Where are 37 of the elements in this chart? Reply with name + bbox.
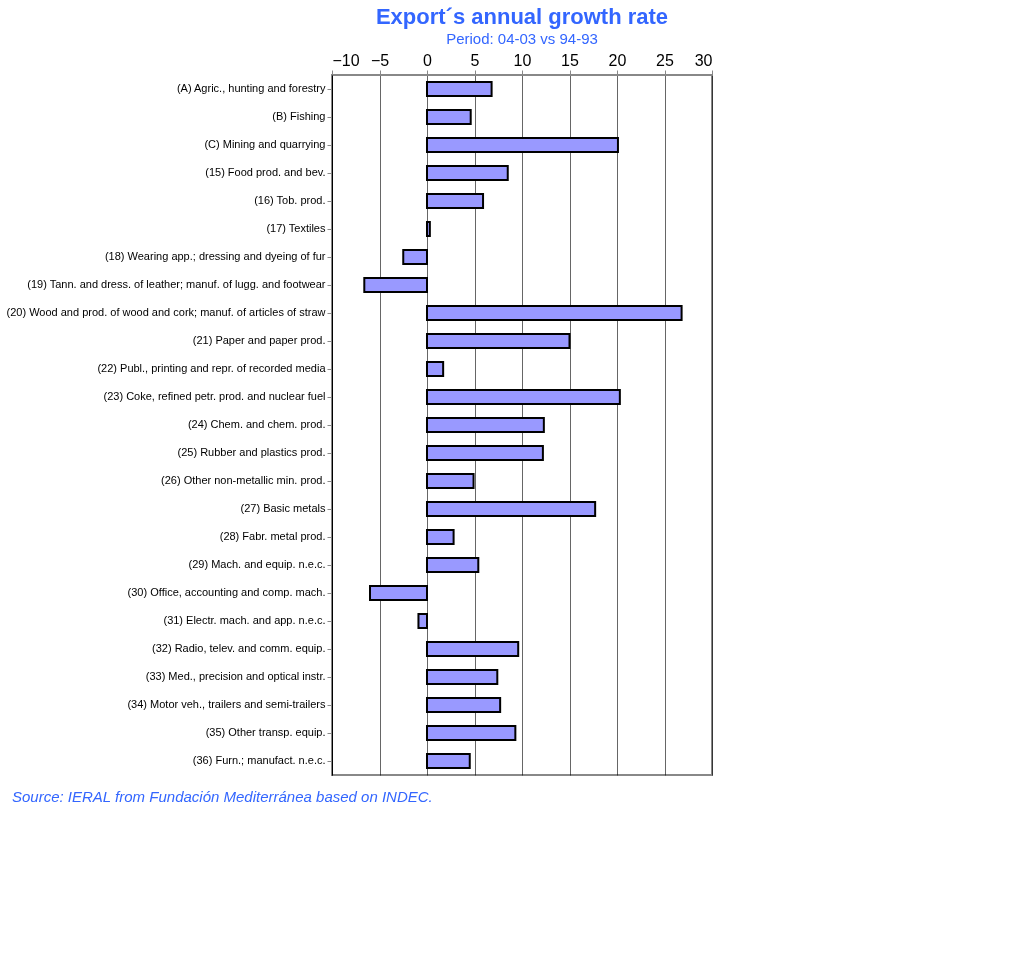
y-tick-label: (25) Rubber and plastics prod. xyxy=(177,446,326,458)
y-tick-label: (29) Mach. and equip. n.e.c. xyxy=(188,558,326,570)
y-tick-label: (26) Other non-metallic min. prod. xyxy=(161,474,326,486)
y-tick-label: (C) Mining and quarrying xyxy=(204,138,326,150)
y-tick-label: (20) Wood and prod. of wood and cork; manuf. of articles of straw xyxy=(6,306,326,318)
y-tick-label: (32) Radio, telev. and comm. equip. xyxy=(152,642,326,654)
x-tick-label: −5 xyxy=(370,51,390,69)
x-tick-label: 25 xyxy=(656,51,674,69)
y-tick-label: (31) Electr. mach. and app. n.e.c. xyxy=(163,614,326,626)
y-tick-label: (30) Office, accounting and comp. mach. xyxy=(127,586,326,598)
y-tick-label: (34) Motor veh., trailers and semi-trailers xyxy=(127,698,326,710)
y-tick-label: (18) Wearing app.; dressing and dyeing of fur xyxy=(104,250,326,262)
y-tick-label: (36) Furn.; manufact. n.e.c. xyxy=(192,754,326,766)
y-tick-label: (21) Paper and paper prod. xyxy=(192,334,326,346)
y-tick-label: (24) Chem. and chem. prod. xyxy=(187,418,326,430)
x-tick-label: 5 xyxy=(470,51,480,69)
y-tick-label: (35) Other transp. equip. xyxy=(205,726,326,738)
y-tick-label: (A) Agric., hunting and forestry xyxy=(176,82,326,94)
x-tick-label: 15 xyxy=(561,51,579,69)
chart-subtitle: Period: 04-03 vs 94-93 xyxy=(446,30,598,47)
y-tick-label: (28) Fabr. metal prod. xyxy=(219,530,326,542)
y-tick-label: (33) Med., precision and optical instr. xyxy=(145,670,326,682)
x-tick-label: 0 xyxy=(423,51,433,69)
x-tick-label: 10 xyxy=(513,51,532,69)
x-tick-label: 30 xyxy=(694,51,713,69)
x-tick-label: −10 xyxy=(332,51,360,69)
x-tick-label: 20 xyxy=(608,51,627,69)
source-note: Source: IERAL from Fundación Mediterránea based on INDEC. xyxy=(12,788,433,805)
y-tick-label: (27) Basic metals xyxy=(240,502,326,514)
y-tick-label: (15) Food prod. and bev. xyxy=(205,166,326,178)
y-tick-label: (17) Textiles xyxy=(266,222,326,234)
y-tick-label: (16) Tob. prod. xyxy=(254,194,326,206)
y-tick-label: (22) Publ., printing and repr. of recorded media xyxy=(97,362,327,374)
y-tick-label: (19) Tann. and dress. of leather; manuf. of lugg. and footwear xyxy=(27,278,326,290)
y-tick-label: (B) Fishing xyxy=(272,110,326,122)
y-tick-label: (23) Coke, refined petr. prod. and nuclear fuel xyxy=(103,390,326,402)
chart-title: Export´s annual growth rate xyxy=(375,4,669,29)
